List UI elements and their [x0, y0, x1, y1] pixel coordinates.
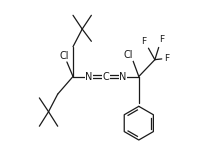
- Text: F: F: [159, 35, 164, 43]
- Text: Cl: Cl: [59, 51, 69, 61]
- Text: C: C: [103, 71, 109, 82]
- Text: F: F: [142, 37, 147, 46]
- Text: F: F: [165, 54, 170, 63]
- Text: N: N: [85, 71, 93, 82]
- Text: Cl: Cl: [123, 50, 133, 60]
- Text: N: N: [119, 71, 126, 82]
